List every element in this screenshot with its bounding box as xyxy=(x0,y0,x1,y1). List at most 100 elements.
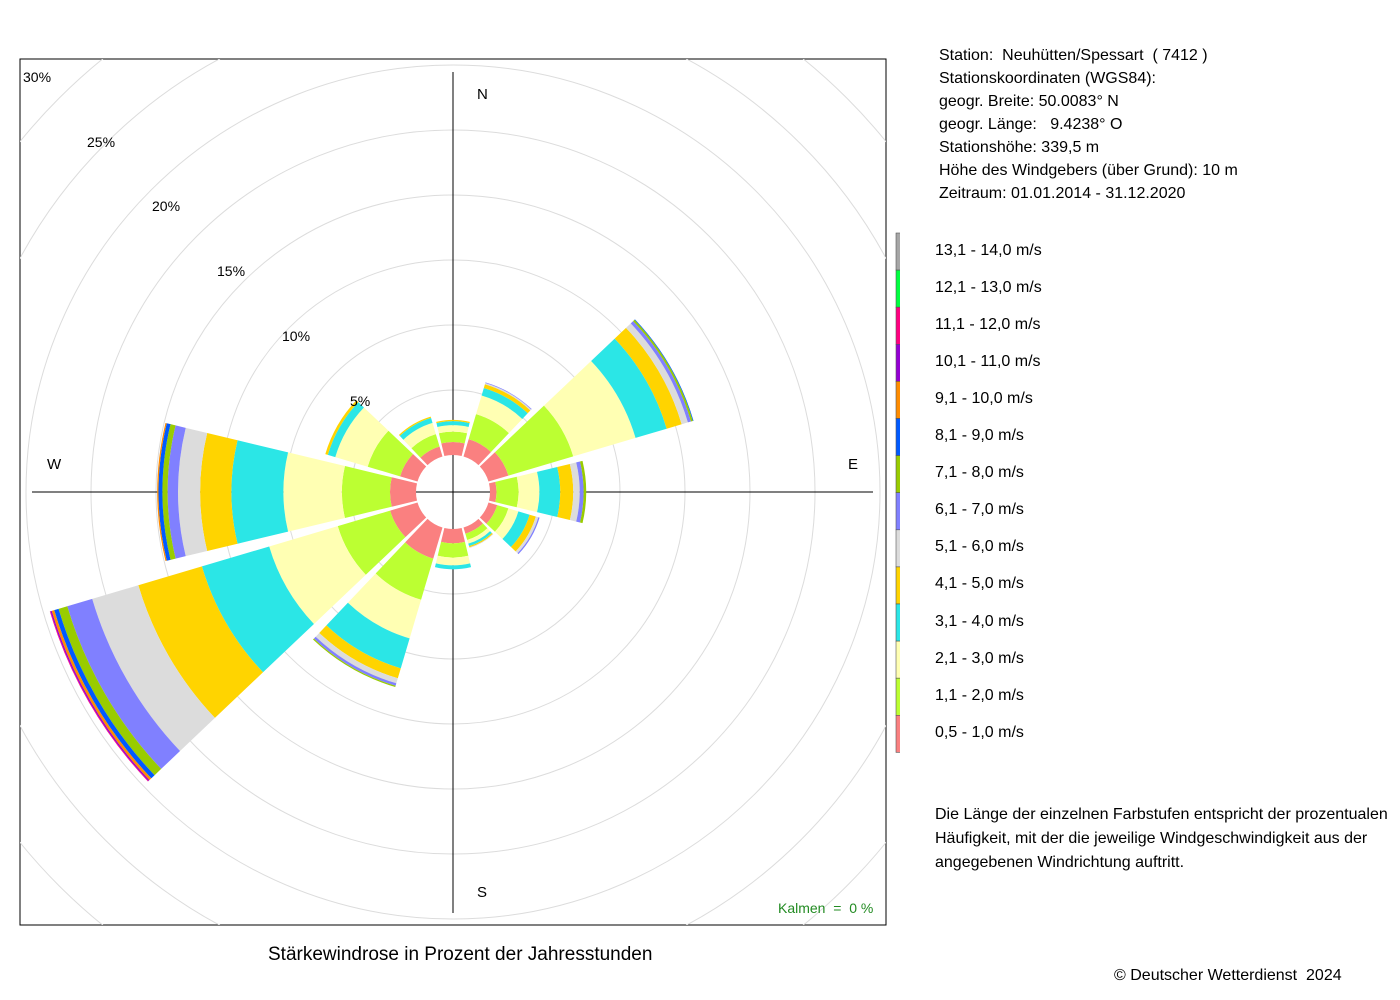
sector-240-class-5 xyxy=(92,585,215,752)
sector-210-class-3 xyxy=(326,602,410,669)
compass-west-label: W xyxy=(47,456,62,473)
sector-60-class-4 xyxy=(614,327,682,429)
station-latitude: geogr. Breite: 50.0083° N xyxy=(939,93,1119,110)
legend-label-9: 9,1 - 10,0 m/s xyxy=(935,389,1033,407)
legend-swatch-0 xyxy=(895,714,900,753)
sector-330-class-3 xyxy=(399,417,433,440)
legend-swatch-12 xyxy=(895,269,900,308)
sector-90-class-1 xyxy=(495,476,519,508)
sector-240-class-4 xyxy=(138,566,264,718)
sector-60-class-0 xyxy=(479,452,509,482)
sector-0-class-2 xyxy=(437,425,469,434)
time-period: Zeitraum: 01.01.2014 - 31.12.2020 xyxy=(939,185,1186,202)
sector-240-class-7 xyxy=(58,606,162,776)
sector-120-class-0 xyxy=(479,502,498,524)
sector-120-class-4 xyxy=(510,514,536,552)
sector-90-class-3 xyxy=(537,466,561,518)
ring-label-5: 5% xyxy=(350,393,371,409)
sector-180-class-1 xyxy=(437,541,469,558)
sector-120-class-6 xyxy=(517,517,540,555)
station-longitude: geogr. Länge: 9.4238° O xyxy=(939,116,1123,133)
sector-270-class-2 xyxy=(283,452,345,532)
sector-180-class-3 xyxy=(434,563,472,570)
legend-swatch-2 xyxy=(895,640,900,679)
sector-240-class-2 xyxy=(269,526,366,624)
station-height: Stationshöhe: 339,5 m xyxy=(939,139,1100,156)
legend-label-4: 4,1 - 5,0 m/s xyxy=(935,575,1024,593)
sector-30-class-0 xyxy=(463,439,491,466)
sector-240-class-6 xyxy=(67,598,181,769)
wind-rose-chart xyxy=(19,58,900,926)
sector-60-class-6 xyxy=(630,321,692,423)
legend-label-10: 10,1 - 11,0 m/s xyxy=(935,352,1041,370)
sector-30-class-2 xyxy=(476,395,523,434)
legend-swatch-3 xyxy=(895,603,900,642)
sector-150-class-3 xyxy=(468,531,492,547)
legend-label-7: 7,1 - 8,0 m/s xyxy=(935,464,1024,482)
ring-label-25: 25% xyxy=(87,134,116,150)
sector-210-class-1 xyxy=(375,542,434,600)
sector-270-class-7 xyxy=(162,424,176,560)
sector-150-class-1 xyxy=(465,523,488,540)
legend-swatch-11 xyxy=(895,306,900,345)
sector-270-class-5 xyxy=(178,427,208,557)
sector-330-class-2 xyxy=(403,422,436,449)
sector-300-class-0 xyxy=(400,454,427,482)
sector-270-class-8 xyxy=(158,423,171,561)
ring-label-15: 15% xyxy=(217,263,246,279)
ring-label-20: 20% xyxy=(152,198,181,214)
calm-percentage: Kalmen = 0 % xyxy=(778,900,874,916)
legend-label-13: 13,1 - 14,0 m/s xyxy=(935,241,1042,259)
sector-240-class-3 xyxy=(201,546,314,673)
sector-180-class-0 xyxy=(441,527,465,544)
legend-swatch-8 xyxy=(895,418,900,456)
sector-210-class-6 xyxy=(313,636,397,686)
sector-150-class-4 xyxy=(469,532,493,548)
legend-label-0: 0,5 - 1,0 m/s xyxy=(935,723,1024,741)
sector-120-class-1 xyxy=(486,505,509,532)
sector-0-class-3 xyxy=(436,421,470,427)
grid-ring-30 xyxy=(25,64,881,920)
sector-270-class-4 xyxy=(200,432,238,552)
sector-330-class-1 xyxy=(411,434,440,458)
sector-270-class-3 xyxy=(231,440,289,544)
sector-90-class-5 xyxy=(569,462,580,522)
sector-330-class-4 xyxy=(398,416,432,436)
sensor-height: Höhe des Windgebers (über Grund): 10 m xyxy=(939,162,1238,179)
sector-300-class-1 xyxy=(367,430,413,477)
legend-label-12: 12,1 - 13,0 m/s xyxy=(935,278,1042,296)
sector-60-class-5 xyxy=(626,323,688,425)
copyright: © Deutscher Wetterdienst 2024 xyxy=(1114,967,1342,984)
sector-270-class-0 xyxy=(389,477,418,507)
sector-210-class-4 xyxy=(319,625,401,679)
legend-swatch-5 xyxy=(895,529,900,568)
sector-30-class-3 xyxy=(481,387,528,419)
legend-label-5: 5,1 - 6,0 m/s xyxy=(935,538,1024,556)
sector-270-class-6 xyxy=(167,425,186,559)
compass-north-label: N xyxy=(477,86,488,103)
ring-label-30: 30% xyxy=(23,69,52,85)
sector-0-class-4 xyxy=(436,419,470,424)
legend-color-boxes xyxy=(895,232,900,753)
legend-label-6: 6,1 - 7,0 m/s xyxy=(935,501,1024,519)
sector-90-class-2 xyxy=(516,471,540,513)
compass-east-label: E xyxy=(848,456,859,473)
sector-30-class-4 xyxy=(483,384,531,414)
sector-150-class-2 xyxy=(467,528,491,544)
sector-300-class-4 xyxy=(325,400,359,455)
sector-180-class-2 xyxy=(435,555,471,566)
chart-title: Stärkewindrose in Prozent der Jahresstun… xyxy=(268,944,653,965)
legend-swatch-10 xyxy=(895,343,900,382)
legend-swatch-7 xyxy=(895,455,900,494)
sector-150-class-0 xyxy=(463,518,483,534)
sector-60-class-3 xyxy=(591,338,667,438)
sector-300-class-3 xyxy=(327,402,364,458)
wind-sectors xyxy=(49,319,694,782)
station-name: Station: Neuhütten/Spessart ( 7412 ) xyxy=(939,47,1208,64)
sector-90-class-0 xyxy=(488,481,497,503)
sector-240-class-0 xyxy=(390,502,427,538)
ring-label-10: 10% xyxy=(282,328,311,344)
sector-0-class-0 xyxy=(441,441,465,457)
legend-swatch-6 xyxy=(895,492,900,531)
sector-90-class-6 xyxy=(576,461,584,523)
